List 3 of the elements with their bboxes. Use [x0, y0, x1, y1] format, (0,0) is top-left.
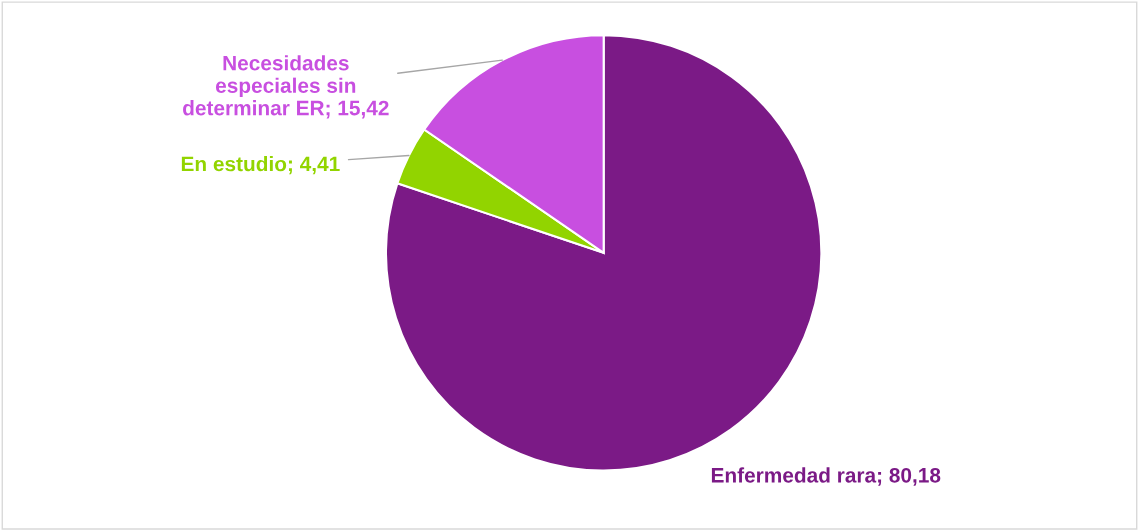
slice-label: Necesidades especiales sin determinar ER; 15,42	[183, 55, 389, 119]
slice-label: En estudio; 4,41	[181, 156, 340, 175]
slice-label: Enfermedad rara; 80,18	[711, 467, 941, 486]
